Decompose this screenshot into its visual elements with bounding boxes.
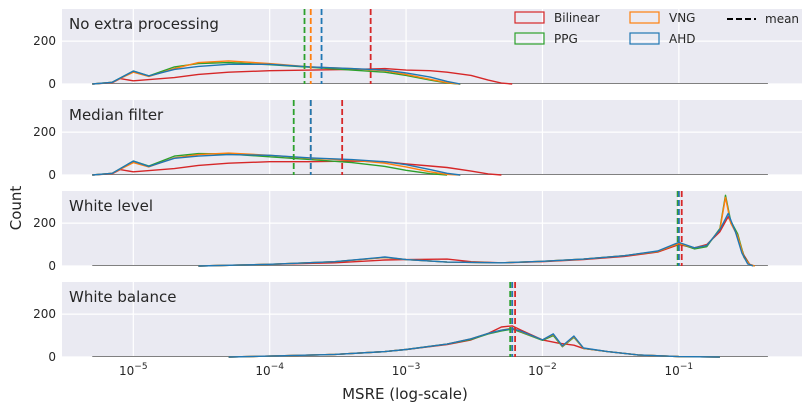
x-tick-label: 10−2 (528, 362, 557, 378)
histogram-panels: 0 200 No extra processing 0 200 Median filter… (33, 9, 802, 364)
plot-area (62, 100, 802, 175)
x-axis-label: MSRE (log-scale) (342, 385, 468, 403)
y-tick-label: 200 (33, 34, 56, 48)
legend: Bilinear VNG PPG AHD mean (514, 11, 799, 46)
y-tick-label: 200 (33, 307, 56, 321)
y-tick-label: 0 (48, 350, 56, 364)
y-axis-label: Count (7, 186, 25, 231)
series-ahd (228, 328, 720, 358)
series-bilinear (92, 67, 513, 85)
y-tick-label: 0 (48, 77, 56, 91)
panel-title: Median filter (69, 106, 164, 124)
x-axis: 10−5 10−4 10−3 10−2 10−1 (119, 362, 693, 378)
plot-area (62, 191, 802, 266)
legend-label-ahd: AHD (669, 32, 695, 46)
legend-swatch-bilinear (514, 11, 545, 24)
legend-label-ppg: PPG (554, 32, 578, 46)
legend-swatch-ppg (514, 32, 545, 45)
y-tick-label: 0 (48, 259, 56, 273)
legend-swatch-ahd (629, 32, 660, 45)
y-tick-label: 200 (33, 125, 56, 139)
panel-3: 0 200 White level (33, 191, 802, 273)
legend-label-bilinear: Bilinear (554, 11, 600, 25)
panel-1: 0 200 No extra processing (33, 9, 802, 91)
panel-title: No extra processing (69, 15, 219, 33)
panel-title: White level (69, 197, 153, 215)
panel-4: 0 200 White balance (33, 282, 802, 364)
x-tick-label: 10−4 (255, 362, 284, 378)
series-ahd (92, 153, 461, 176)
series-ahd (198, 212, 754, 267)
series-bilinear (92, 160, 502, 176)
x-tick-label: 10−5 (119, 362, 148, 378)
legend-swatch-vng (629, 11, 660, 24)
y-tick-label: 200 (33, 216, 56, 230)
x-tick-label: 10−3 (392, 362, 421, 378)
legend-label-mean: mean (765, 12, 799, 26)
series-ahd (92, 63, 461, 85)
legend-label-vng: VNG (669, 11, 695, 25)
series-vng (92, 60, 461, 85)
panel-title: White balance (69, 288, 176, 306)
x-tick-label: 10−1 (665, 362, 694, 378)
panel-2: 0 200 Median filter (33, 100, 802, 182)
y-tick-label: 0 (48, 168, 56, 182)
